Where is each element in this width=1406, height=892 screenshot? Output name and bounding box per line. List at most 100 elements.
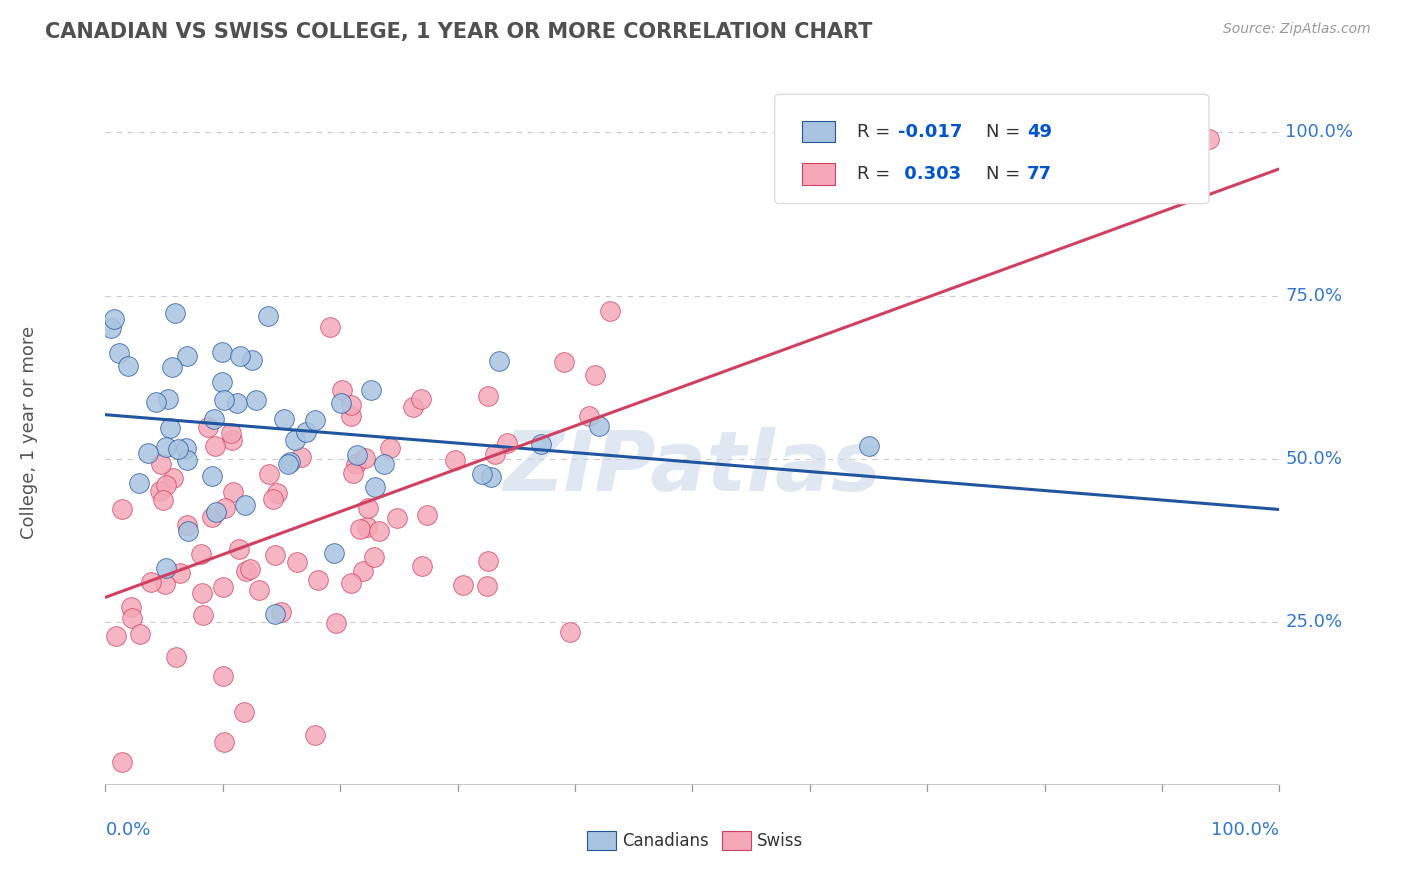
Point — [205, 505, 228, 519]
Point — [373, 458, 395, 472]
Point — [304, 413, 326, 427]
Point — [120, 599, 142, 614]
Point — [211, 375, 233, 389]
Point — [212, 580, 235, 594]
Point — [583, 368, 606, 382]
Point — [153, 577, 176, 591]
Point — [233, 705, 256, 719]
Point — [150, 457, 173, 471]
Text: N =: N = — [986, 123, 1026, 141]
Point — [346, 457, 368, 471]
Text: Swiss: Swiss — [756, 831, 803, 849]
Point — [273, 412, 295, 426]
Point — [176, 518, 198, 533]
Point — [240, 353, 263, 368]
Point — [354, 450, 377, 465]
Point — [121, 611, 143, 625]
Text: 100.0%: 100.0% — [1285, 123, 1354, 142]
Point — [349, 522, 371, 536]
Point — [176, 349, 198, 363]
Point — [858, 439, 880, 453]
Point — [278, 455, 301, 469]
Point — [364, 480, 387, 494]
Point — [212, 392, 235, 407]
Point — [263, 548, 285, 562]
Point — [352, 564, 374, 578]
Point — [477, 554, 499, 568]
Text: Canadians: Canadians — [621, 831, 709, 849]
Text: 0.0%: 0.0% — [105, 821, 150, 838]
Point — [229, 350, 252, 364]
Bar — [801, 120, 835, 143]
Point — [212, 735, 235, 749]
Point — [169, 566, 191, 581]
Point — [329, 396, 352, 410]
Point — [363, 550, 385, 565]
FancyBboxPatch shape — [775, 95, 1209, 203]
Point — [239, 562, 262, 576]
Point — [385, 511, 408, 525]
Text: Source: ZipAtlas.com: Source: ZipAtlas.com — [1223, 22, 1371, 37]
Point — [177, 524, 200, 538]
Point — [578, 409, 600, 423]
Point — [378, 441, 401, 455]
Text: ZIPatlas: ZIPatlas — [503, 427, 882, 508]
Point — [159, 421, 181, 435]
Point — [228, 541, 250, 556]
Text: College, 1 year or more: College, 1 year or more — [20, 326, 38, 539]
Point — [285, 555, 308, 569]
Point — [319, 319, 342, 334]
Text: 49: 49 — [1026, 123, 1052, 141]
Point — [1198, 132, 1220, 146]
Point — [264, 607, 287, 622]
Point — [108, 346, 131, 360]
Point — [599, 303, 621, 318]
Point — [197, 420, 219, 434]
Point — [257, 467, 280, 481]
Point — [411, 558, 433, 573]
Point — [222, 484, 245, 499]
Text: 0.303: 0.303 — [898, 165, 962, 183]
Point — [357, 501, 380, 516]
Point — [128, 627, 150, 641]
Point — [214, 501, 236, 516]
Point — [471, 467, 494, 482]
Point — [257, 309, 280, 323]
Point — [157, 392, 180, 407]
Point — [277, 458, 299, 472]
Point — [176, 441, 198, 455]
Point — [155, 440, 177, 454]
Point — [167, 442, 190, 456]
Point — [233, 499, 256, 513]
Point — [141, 574, 163, 589]
Point — [111, 502, 134, 516]
Point — [136, 446, 159, 460]
Point — [346, 448, 368, 462]
Text: 100.0%: 100.0% — [1212, 821, 1279, 838]
Point — [356, 520, 378, 534]
Text: R =: R = — [856, 165, 896, 183]
Point — [190, 547, 212, 561]
Point — [290, 450, 312, 464]
Point — [155, 561, 177, 575]
Point — [416, 508, 439, 523]
Point — [221, 433, 243, 447]
Point — [201, 510, 224, 524]
Point — [226, 395, 249, 409]
Point — [475, 579, 498, 593]
Bar — [721, 830, 751, 850]
Text: 50.0%: 50.0% — [1285, 450, 1343, 467]
Point — [176, 453, 198, 467]
Point — [295, 425, 318, 439]
Text: 77: 77 — [1026, 165, 1052, 183]
Point — [155, 478, 177, 492]
Point — [360, 383, 382, 397]
Point — [219, 425, 242, 440]
Point — [117, 359, 139, 373]
Point — [247, 582, 270, 597]
Point — [307, 573, 329, 587]
Point — [111, 755, 134, 769]
Point — [235, 564, 257, 578]
Point — [100, 320, 122, 334]
Point — [201, 469, 224, 483]
